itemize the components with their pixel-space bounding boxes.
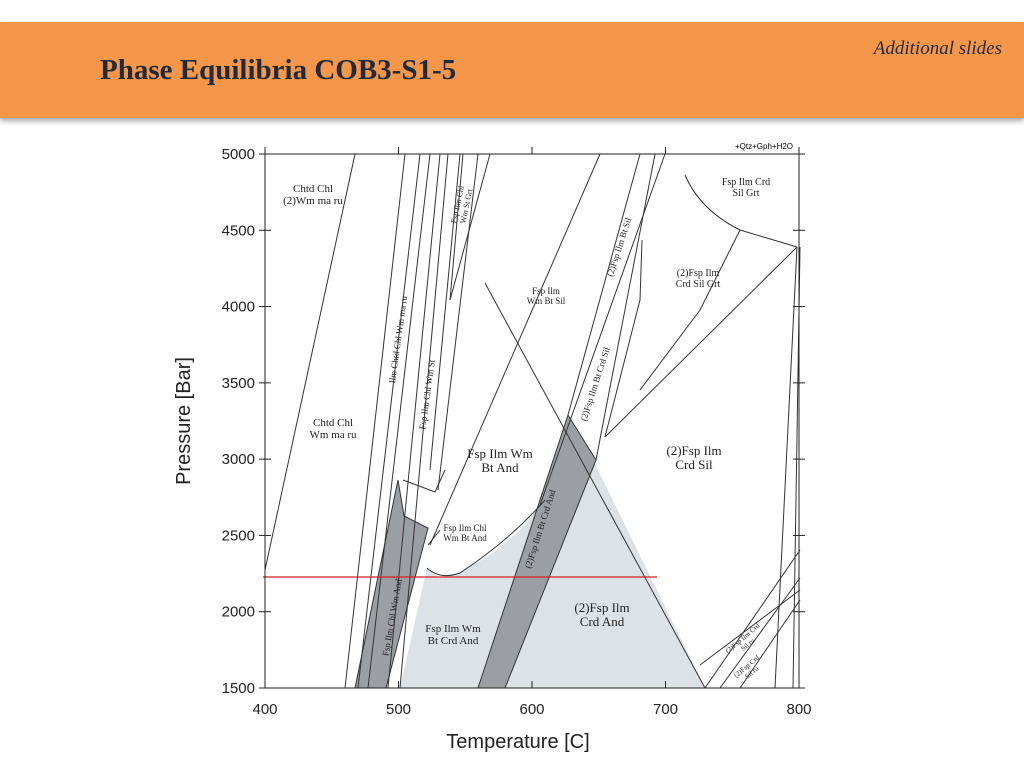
field-label: Fsp Ilm Chl Wm St xyxy=(417,359,437,431)
field-line: Bt Crd And xyxy=(428,635,479,647)
y-tick-label: 4500 xyxy=(222,222,255,239)
field-line: Fsp Ilm Wm xyxy=(425,623,481,635)
slide-tag: Additional slides xyxy=(873,38,1002,59)
field-label: (2)Fsp Ilm Crd Sil Grt xyxy=(676,268,721,290)
y-tick-label: 2000 xyxy=(222,604,255,621)
field-line: Crd Sil Grt xyxy=(676,279,721,290)
system-label: +Qtz+Gph+H2O xyxy=(735,142,793,151)
field-line: Crd And xyxy=(580,614,625,629)
field-label: Fsp Ilm Crd Sil Grt xyxy=(722,177,770,199)
field-line: Sil Grt xyxy=(733,188,760,199)
field-label: (2)Fsp Ilm CrdSil ru xyxy=(724,622,767,662)
y-tick-label: 5000 xyxy=(222,146,255,163)
phase-boundaries xyxy=(264,153,801,689)
y-tick-label: 3000 xyxy=(222,451,255,468)
axes: 400 500 600 700 800 1500 2000 2500 3000 3500 4000 4… xyxy=(222,146,812,718)
y-tick-label: 1500 xyxy=(222,680,255,697)
field-line: Fsp Ilm Crd xyxy=(722,177,770,188)
field-label: Fsp Ilm Wm Bt Sil xyxy=(527,286,566,306)
field-line: (2)Fsp Ilm Bt Sil xyxy=(605,216,634,278)
field-label: Fsp Ilm Wm Bt And xyxy=(467,446,533,475)
x-tick-label: 500 xyxy=(386,701,411,718)
x-tick-label: 600 xyxy=(519,701,544,718)
field-line: Wm Bt Sil xyxy=(527,296,566,306)
field-label: Fsp Ilm Wm Bt Crd And xyxy=(425,623,481,647)
field-label: (2)Fsp Ilm Bt Sil xyxy=(605,216,634,278)
field-label: Chtd Chl Wm ma ru xyxy=(309,417,357,441)
y-tick-label: 4000 xyxy=(222,299,255,316)
field-line: (2)Wm ma ru xyxy=(283,195,343,207)
field-line: Wm Bt And xyxy=(443,533,487,543)
y-tick-label: 2500 xyxy=(222,527,255,544)
x-tick-label: 400 xyxy=(252,701,277,718)
field-line: Fsp Ilm Chl xyxy=(443,523,487,533)
field-label: Fsp Ilm Chl Wm Bt And xyxy=(443,523,487,543)
x-tick-label: 700 xyxy=(653,701,678,718)
field-line: Chtd Chl xyxy=(293,183,333,195)
field-line: Ilm Chtd Chl Wm ma ru xyxy=(387,295,409,384)
field-line: Fsp Ilm xyxy=(532,286,560,296)
field-label: Chtd Chl (2)Wm ma ru xyxy=(283,183,343,207)
field-line: Bt And xyxy=(481,460,519,475)
field-label: (2)Fsp Ilm Crd And xyxy=(574,600,629,629)
slide-title: Phase Equilibria COB3-S1-5 xyxy=(100,54,457,86)
field-label: Ilm Chtd Chl Wm ma ru xyxy=(387,295,409,384)
field-line: Crd Sil xyxy=(675,457,713,472)
header-band: Phase Equilibria COB3-S1-5 Additional sl… xyxy=(0,22,1024,118)
field-line: (2)Fsp Ilm xyxy=(677,268,720,279)
y-axis-title: Pressure [Bar] xyxy=(173,357,195,485)
field-line: Wm ma ru xyxy=(309,429,357,441)
x-tick-label: 800 xyxy=(786,701,811,718)
field-line: (2)Fsp Ilm xyxy=(574,600,629,615)
field-line: Fsp Ilm Wm xyxy=(467,446,533,461)
field-line: (2)Fsp Ilm xyxy=(666,443,721,458)
field-line: Fsp Ilm Chl Wm St xyxy=(417,359,437,431)
field-label: (2)Fsp CrdSil ru xyxy=(732,653,766,685)
field-label: Fsp Ilm ChlWm St Grt xyxy=(449,184,475,226)
y-tick-label: 3500 xyxy=(222,375,255,392)
x-axis-title: Temperature [C] xyxy=(446,731,589,753)
field-label: (2)Fsp Ilm Crd Sil xyxy=(666,443,721,472)
field-line: Chtd Chl xyxy=(313,417,353,429)
